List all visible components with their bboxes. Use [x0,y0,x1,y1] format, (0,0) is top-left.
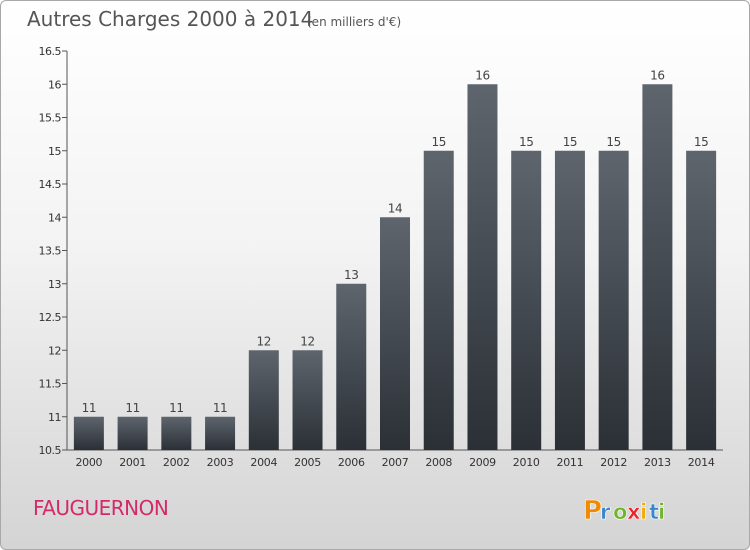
bar-value-label: 15 [694,135,708,149]
x-tick-label: 2007 [382,456,409,469]
proxiti-logo-letter: i [658,500,665,524]
bar-value-label: 11 [82,401,96,415]
proxiti-logo-letter: t [649,500,659,524]
proxiti-logo-letter: r [600,500,611,524]
x-tick-label: 2009 [469,456,496,469]
y-tick-label: 14.5 [39,178,62,191]
bar-value-label: 15 [431,135,445,149]
y-axis-ticks: 10.5 11 11.5 12 12.5 13 13.5 14 14.5 15 15.5 16 16.5 [39,45,67,457]
bar [467,84,498,450]
x-tick-label: 2013 [644,456,671,469]
bar [423,150,454,450]
y-tick-label: 16 [48,78,61,91]
y-tick-label: 12.5 [39,311,62,324]
x-tick-label: 2012 [600,456,627,469]
bar [336,283,367,450]
bar-value-label: 13 [344,268,358,282]
bar [248,350,279,450]
bar-value-label: 14 [388,201,402,215]
x-tick-label: 2003 [207,456,234,469]
bar-value-label: 11 [213,401,227,415]
y-tick-label: 11.5 [39,378,62,391]
bar-value-label: 12 [300,334,314,348]
bar [686,150,717,450]
y-tick-label: 10.5 [39,444,62,457]
y-tick-label: 16.5 [39,45,62,58]
bar-value-label: 15 [563,135,577,149]
bar [511,150,542,450]
x-tick-label: 2008 [425,456,452,469]
bar-value-label: 12 [257,334,271,348]
proxiti-logo: Pr o x i ti [583,496,666,527]
bar [380,217,410,450]
value-labels: 11 11 11 11 12 12 13 14 15 16 15 15 15 16 15 [82,68,709,415]
y-tick-label: 15 [48,145,61,158]
bar-value-label: 15 [519,135,533,149]
chart-title: Autres Charges 2000 à 2014 [27,7,313,31]
proxiti-logo-letter: i [640,500,647,524]
y-tick-label: 14 [48,211,61,224]
bar-value-label: 15 [606,135,620,149]
bar-value-label: 11 [125,401,139,415]
bar-value-label: 16 [475,68,489,82]
x-tick-label: 2001 [119,456,146,469]
bar [642,84,673,450]
bar [598,150,629,450]
bar [205,416,236,450]
chart-subtitle: (en milliers d'€) [307,15,401,29]
x-axis-ticks: 2000 2001 2002 2003 2004 2005 2006 2007 2008 2009… [75,456,715,469]
bar-value-label: 16 [650,68,664,82]
proxiti-logo-letter: P [583,496,602,526]
x-tick-label: 2011 [557,456,584,469]
y-tick-label: 15.5 [39,112,62,125]
proxiti-logo-letter: o [613,500,627,524]
bar-value-label: 11 [169,401,183,415]
y-tick-label: 11 [48,411,61,424]
bar [161,416,192,450]
bar [292,350,323,450]
x-tick-label: 2010 [513,456,540,469]
x-tick-label: 2000 [75,456,102,469]
x-tick-label: 2005 [294,456,321,469]
bar [73,416,104,450]
x-tick-label: 2006 [338,456,365,469]
x-tick-label: 2002 [163,456,190,469]
bars [73,84,717,450]
x-tick-label: 2004 [250,456,277,469]
y-tick-label: 13 [48,278,61,291]
proxiti-logo-letter: x [627,500,641,524]
bar [117,416,148,450]
commune-name: FAUGUERNON [33,496,168,520]
y-tick-label: 12 [48,344,61,357]
y-tick-label: 13.5 [39,245,62,258]
x-tick-label: 2014 [688,456,715,469]
bar [554,150,585,450]
